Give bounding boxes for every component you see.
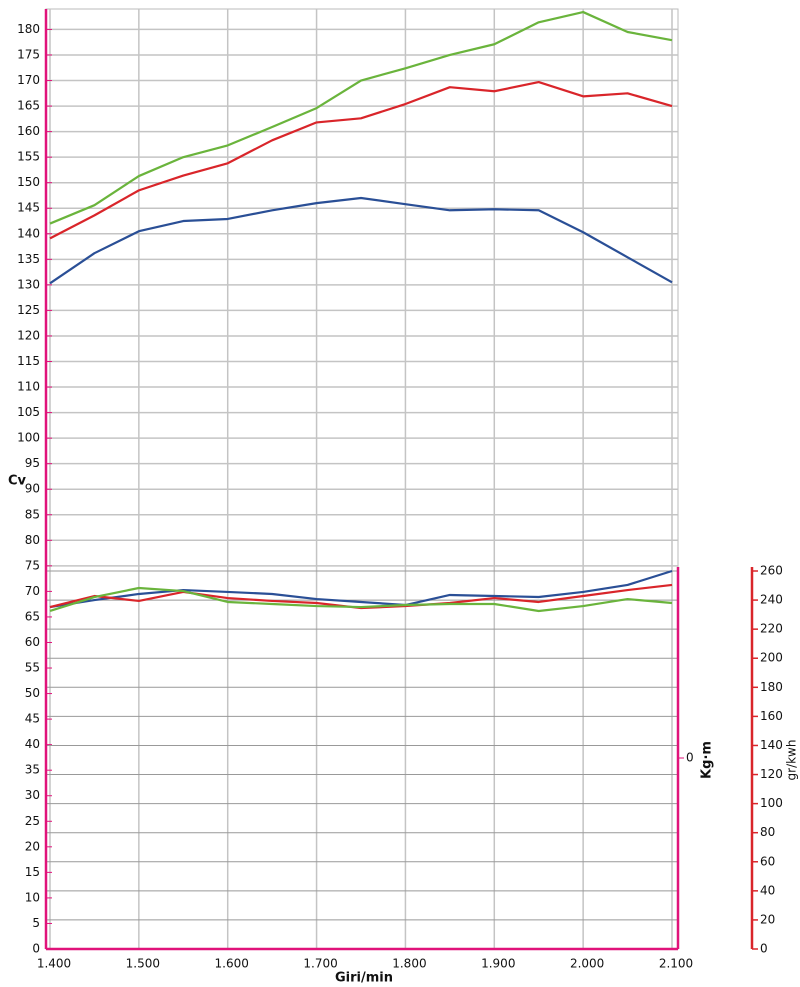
y2-tick-label: 100 bbox=[760, 796, 783, 810]
series-line bbox=[49, 196, 673, 285]
x-tick-label: 1.500 bbox=[126, 957, 160, 971]
y-tick-label: 165 bbox=[17, 99, 40, 113]
y2-tick-label: 220 bbox=[760, 622, 783, 636]
y2-tick-label: 180 bbox=[760, 680, 783, 694]
x-tick-label: 1.800 bbox=[392, 957, 426, 971]
y-tick-label: 5 bbox=[32, 916, 40, 930]
x-tick-label: 2.100 bbox=[659, 957, 693, 971]
y2-tick-label: 40 bbox=[760, 883, 775, 897]
y-tick-label: 140 bbox=[17, 226, 40, 240]
y-tick-label: 85 bbox=[25, 507, 40, 521]
y-axis-title: Cv bbox=[8, 474, 27, 489]
y-tick-label: 30 bbox=[25, 788, 40, 802]
y-tick-label: 65 bbox=[25, 609, 40, 623]
x-tick-label: 1.600 bbox=[215, 957, 249, 971]
y-tick-label: 145 bbox=[17, 201, 40, 215]
y-tick-label: 50 bbox=[25, 686, 40, 700]
y-tick-label: 125 bbox=[17, 303, 40, 317]
y-tick-label: 105 bbox=[17, 405, 40, 419]
y-tick-label: 180 bbox=[17, 22, 40, 36]
x-tick-label: 2.000 bbox=[570, 957, 604, 971]
series-line bbox=[49, 10, 673, 225]
x-axis-title: Giri/min bbox=[335, 971, 393, 986]
series-line bbox=[49, 569, 673, 609]
y-tick-label: 150 bbox=[17, 175, 40, 189]
y-tick-label: 35 bbox=[25, 763, 40, 777]
y-tick-label: 120 bbox=[17, 328, 40, 342]
y-tick-label: 175 bbox=[17, 47, 40, 61]
y-tick-label: 45 bbox=[25, 712, 40, 726]
y-tick-label: 100 bbox=[17, 431, 40, 445]
y2-tick-label: 140 bbox=[760, 738, 783, 752]
y2-tick-label: 60 bbox=[760, 854, 775, 868]
y2-tick-label: 0 bbox=[760, 942, 768, 956]
y-tick-label: 40 bbox=[25, 737, 40, 751]
y-tick-label: 155 bbox=[17, 150, 40, 164]
y-tick-label: 160 bbox=[17, 124, 40, 138]
x-tick-label: 1.700 bbox=[303, 957, 337, 971]
y-tick-label: 10 bbox=[25, 890, 40, 904]
y-tick-label: 170 bbox=[17, 73, 40, 87]
y2-tick-label: 200 bbox=[760, 651, 783, 665]
y-tick-label: 60 bbox=[25, 635, 40, 649]
y2-tick-label: 260 bbox=[760, 564, 783, 578]
y3-axis-title: Kg·m bbox=[700, 741, 715, 779]
y-tick-label: 130 bbox=[17, 277, 40, 291]
y-tick-label: 15 bbox=[25, 865, 40, 879]
x-tick-label: 1.900 bbox=[481, 957, 515, 971]
y2-tick-label: 120 bbox=[760, 767, 783, 781]
y-tick-label: 90 bbox=[25, 482, 40, 496]
y-tick-label: 20 bbox=[25, 839, 40, 853]
y-tick-label: 95 bbox=[25, 456, 40, 470]
y2-axis-title: gr/kwh bbox=[785, 740, 799, 781]
y-tick-label: 75 bbox=[25, 558, 40, 572]
y2-tick-label: 160 bbox=[760, 709, 783, 723]
series-line bbox=[49, 80, 673, 240]
x-tick-label: 1.400 bbox=[37, 957, 71, 971]
y-tick-label: 70 bbox=[25, 584, 40, 598]
y-tick-label: 110 bbox=[17, 380, 40, 394]
series-line bbox=[49, 586, 673, 613]
y2-tick-label: 240 bbox=[760, 593, 783, 607]
y-tick-label: 55 bbox=[25, 661, 40, 675]
y2-tick-label: 80 bbox=[760, 825, 775, 839]
y-tick-label: 115 bbox=[17, 354, 40, 368]
y3-tick-label: 0 bbox=[686, 751, 694, 765]
y-tick-label: 25 bbox=[25, 814, 40, 828]
y-tick-label: 135 bbox=[17, 252, 40, 266]
y2-tick-label: 20 bbox=[760, 912, 775, 926]
y-tick-label: 80 bbox=[25, 533, 40, 547]
y-tick-label: 0 bbox=[32, 942, 40, 956]
